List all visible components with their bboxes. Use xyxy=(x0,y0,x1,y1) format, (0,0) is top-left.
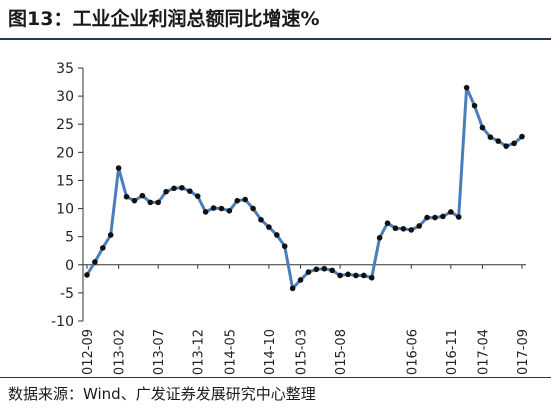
y-tick-label: 10 xyxy=(56,202,74,218)
data-point xyxy=(281,243,288,250)
data-point xyxy=(345,271,351,278)
y-tick-label: -10 xyxy=(51,314,74,330)
y-axis-ticks: -10 -5 0 5 10 15 20 25 30 35 xyxy=(51,61,83,330)
data-source: 数据来源：Wind、广发证券发展研究中心整理 xyxy=(8,385,316,403)
y-tick-label: 35 xyxy=(56,61,74,77)
data-point xyxy=(92,259,98,265)
y-tick-label: 20 xyxy=(56,145,74,161)
data-point xyxy=(448,209,454,215)
data-point xyxy=(440,213,446,220)
data-point xyxy=(107,232,114,238)
y-tick-label: -5 xyxy=(60,286,74,302)
data-point xyxy=(234,197,241,204)
data-point xyxy=(329,267,335,274)
data-point xyxy=(242,196,248,203)
data-point xyxy=(163,188,169,195)
data-point xyxy=(289,285,296,292)
x-tick-label: 2014-10 xyxy=(263,329,278,376)
data-point xyxy=(187,188,193,194)
data-point xyxy=(519,133,525,140)
x-tick-label: 2015-03 xyxy=(295,329,310,376)
data-point xyxy=(84,272,90,278)
series-line xyxy=(85,86,524,290)
data-point xyxy=(432,214,438,221)
data-point xyxy=(392,225,399,232)
data-point xyxy=(258,217,264,223)
data-point xyxy=(100,245,106,251)
line-chart: -10 -5 0 5 10 15 20 25 30 35 2012-09 2013-02 2013-0… xyxy=(51,61,531,376)
data-point xyxy=(487,134,494,140)
data-point xyxy=(274,232,280,238)
x-tick-label: 2016-06 xyxy=(405,329,420,376)
y-tick-label: 5 xyxy=(65,230,74,246)
data-point xyxy=(202,209,209,215)
x-tick-label: 2013-07 xyxy=(152,329,167,376)
data-point xyxy=(171,185,177,192)
data-point xyxy=(179,184,185,191)
x-tick-label: 2016-11 xyxy=(445,329,460,376)
y-tick-label: 0 xyxy=(65,258,74,274)
x-tick-label: 2017-09 xyxy=(516,329,531,376)
y-tick-label: 15 xyxy=(56,173,74,189)
data-point xyxy=(368,274,375,281)
y-tick-label: 25 xyxy=(56,117,74,133)
data-point xyxy=(503,143,509,149)
x-tick-label: 2014-05 xyxy=(223,329,238,376)
data-point xyxy=(155,199,161,206)
data-point xyxy=(250,205,256,212)
data-point xyxy=(471,102,478,109)
data-point xyxy=(313,266,320,273)
data-point xyxy=(511,140,517,147)
title-divider xyxy=(0,38,551,40)
data-point xyxy=(337,272,343,279)
data-point xyxy=(361,272,367,279)
x-tick-label: 2017-04 xyxy=(476,329,491,376)
data-point xyxy=(495,138,502,144)
x-axis-ticks: 2012-09 2013-02 2013-07 2013-12 2014-05 2014-… xyxy=(81,264,531,376)
data-point xyxy=(479,124,486,131)
data-point xyxy=(131,197,138,204)
x-tick-label: 2013-02 xyxy=(113,329,128,376)
y-tick-label: 30 xyxy=(56,89,74,105)
data-point xyxy=(297,277,304,283)
data-point xyxy=(139,192,146,199)
data-point xyxy=(218,205,225,212)
data-point xyxy=(463,84,470,91)
data-point xyxy=(424,214,430,221)
x-tick-label: 2013-12 xyxy=(192,329,207,376)
data-point xyxy=(416,223,422,229)
chart-series xyxy=(84,84,525,292)
data-point xyxy=(147,199,154,206)
data-point xyxy=(376,234,383,241)
data-point xyxy=(210,205,217,211)
data-point xyxy=(123,193,130,200)
x-tick-label: 2015-08 xyxy=(334,329,349,376)
data-point xyxy=(400,225,407,232)
data-point xyxy=(266,224,272,230)
data-point xyxy=(305,269,312,275)
data-point xyxy=(226,208,233,214)
data-point xyxy=(353,272,359,279)
data-point xyxy=(455,214,462,220)
chart-title: 图13：工业企业利润总额同比增速% xyxy=(8,8,320,30)
data-point xyxy=(408,227,415,233)
data-point xyxy=(194,193,201,199)
footer-divider xyxy=(0,377,551,378)
data-point xyxy=(384,220,391,226)
x-tick-label: 2012-09 xyxy=(81,329,96,376)
chart-axes xyxy=(82,68,526,321)
data-point xyxy=(115,165,122,171)
data-point xyxy=(321,265,328,272)
